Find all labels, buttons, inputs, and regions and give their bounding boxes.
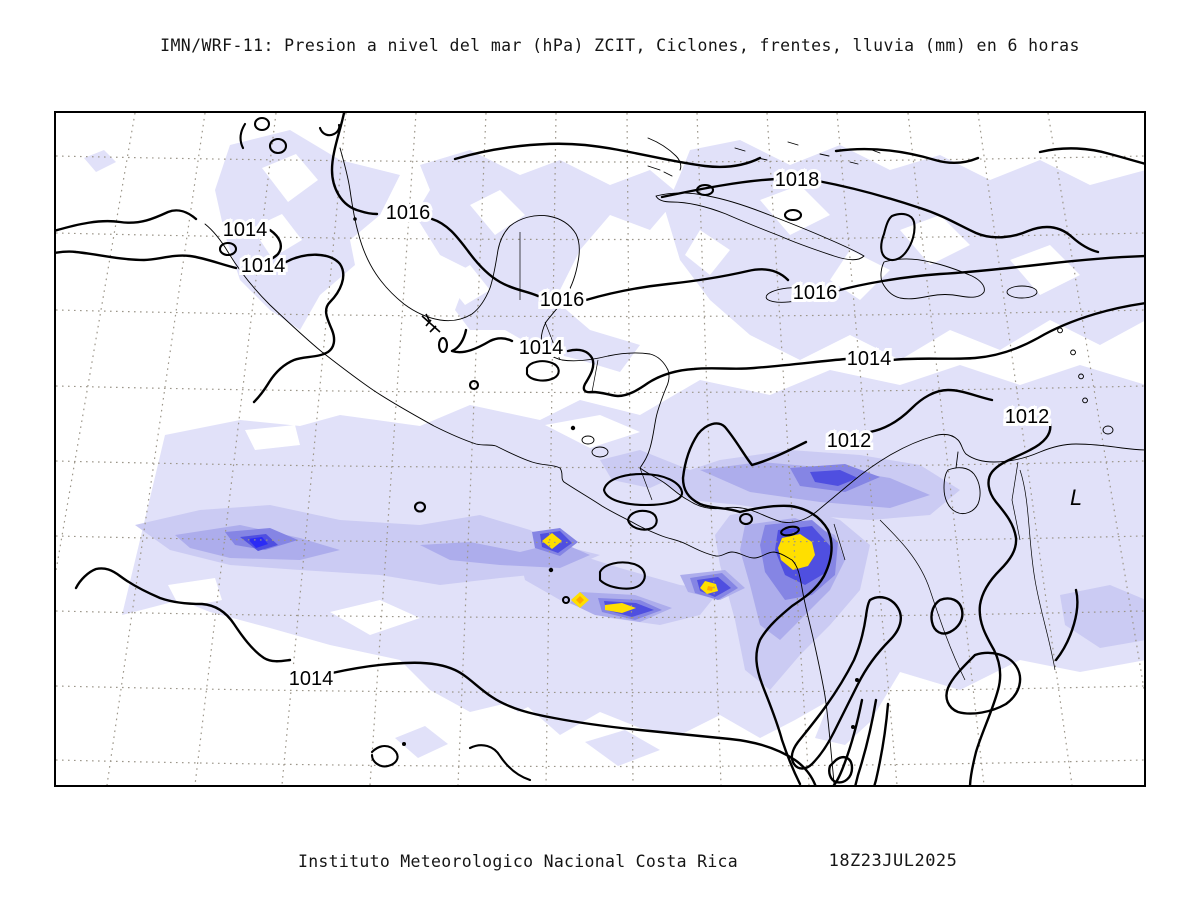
- isobar-1014-costa-rica-loop: [602, 472, 684, 507]
- isobar-haiti-loop: [880, 212, 916, 262]
- front-symbol: [421, 313, 441, 333]
- isobar-label: 1014: [289, 668, 334, 690]
- isobar-1018: [660, 177, 1100, 254]
- rain-core-brightest: [248, 537, 268, 548]
- isobar-label: 1016: [793, 282, 838, 304]
- map-interior: 1014 1014 1016 1018 1016 1016 1014 1014 …: [56, 113, 1144, 785]
- country-borders: [519, 232, 1021, 561]
- isobar-bottom-wiggles: [370, 744, 532, 782]
- isobar-contours: [56, 113, 1144, 785]
- coast-lake-maracaibo: [943, 451, 981, 515]
- isobar-labels: 1014 1014 1016 1018 1016 1016 1014 1014 …: [220, 166, 1082, 693]
- isobar-label: 1012: [827, 430, 872, 452]
- coast-jamaica: [765, 287, 811, 303]
- coast-trinidad: [1102, 425, 1114, 435]
- isobar-label: 1014: [519, 337, 564, 359]
- isobar-atlantic-top-right: [1038, 147, 1144, 165]
- rain-extreme-orange: [576, 586, 713, 604]
- coast-lesser-antilles: [1057, 327, 1088, 404]
- coast-florida-keys: [647, 137, 682, 177]
- border-colombia-venezuela: [879, 469, 1056, 681]
- isobar-label: 1012: [1005, 406, 1050, 428]
- station-dots: [353, 217, 859, 746]
- isobar-oval-itcz: [598, 561, 646, 590]
- isobar-1014-pacific-south: [74, 567, 817, 785]
- isobar-label: 1014: [241, 255, 286, 277]
- isobar-label: 1018: [775, 169, 820, 191]
- isobar-1014-caribbean: [450, 302, 1144, 398]
- isobar-label: 1016: [540, 289, 585, 311]
- isobar-label: 1014: [847, 348, 892, 370]
- isobar-inner-oval: [626, 509, 658, 531]
- low-pressure-marker: L: [1070, 486, 1082, 510]
- isobar-label: 1014: [223, 219, 268, 241]
- isobar-atlantic-top: [834, 147, 980, 165]
- isobar-label: 1016: [386, 202, 431, 224]
- coast-puerto-rico: [1006, 285, 1038, 299]
- coast-mexico-pacific-central-america: [204, 223, 835, 785]
- isobar-small-closed-cells: [218, 116, 803, 605]
- graticule: [56, 113, 1144, 785]
- isobar-1012-east: [868, 388, 1052, 785]
- coast-gulf-yucatan-honduras: [339, 147, 1144, 523]
- isobar-1014-northwest: [56, 209, 282, 270]
- isobar-andes-bundle: [790, 588, 1079, 785]
- coast-bahamas: [734, 141, 881, 165]
- isobar-gulf-top: [453, 142, 762, 169]
- coast-cuba: [655, 192, 865, 261]
- coast-lake-nicaragua: [591, 446, 609, 458]
- coast-lake-managua: [581, 435, 595, 445]
- coast-hispaniola: [880, 258, 985, 300]
- isobar-1014-mexico-meander: [252, 253, 345, 404]
- map-title: IMN/WRF-11: Presion a nivel del mar (hPa…: [160, 36, 1080, 55]
- isobar-1016: [330, 113, 1144, 302]
- coastlines: [204, 137, 1144, 785]
- footer-timestamp: 18Z23JUL2025: [829, 851, 958, 871]
- footer-institute: Instituto Meteorologico Nacional Costa R…: [298, 852, 738, 871]
- isobar-1012-west: [681, 422, 833, 785]
